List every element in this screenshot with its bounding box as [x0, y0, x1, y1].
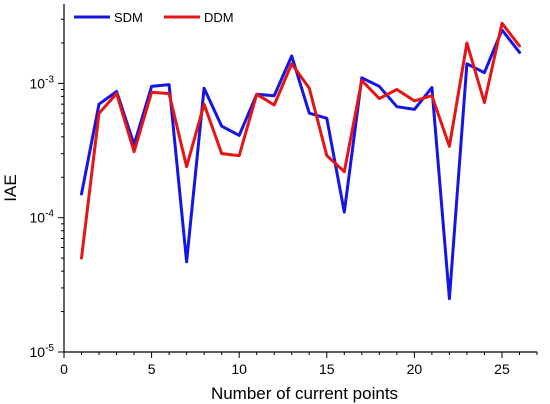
- data-point-sdm: [378, 85, 381, 88]
- data-point-ddm: [378, 97, 381, 100]
- data-point-ddm: [255, 93, 258, 96]
- data-point-sdm: [430, 86, 434, 89]
- data-point-sdm: [237, 134, 241, 137]
- legend: SDM DDM: [74, 10, 234, 25]
- y-axis-title: IAE: [1, 174, 20, 201]
- data-point-ddm: [150, 90, 153, 94]
- data-point-sdm: [413, 108, 416, 111]
- data-point-ddm: [220, 152, 223, 155]
- data-point-sdm: [202, 87, 206, 90]
- data-point-ddm: [343, 170, 346, 173]
- data-point-ddm: [167, 92, 171, 95]
- x-tick-label: 10: [231, 361, 247, 377]
- data-point-sdm: [167, 83, 171, 86]
- data-point-ddm: [273, 103, 276, 107]
- data-point-ddm: [465, 41, 469, 45]
- data-point-sdm: [395, 105, 399, 108]
- data-point-ddm: [308, 87, 311, 90]
- data-point-ddm: [115, 92, 118, 95]
- legend-label-ddm: DDM: [204, 10, 234, 25]
- data-point-ddm: [500, 22, 504, 25]
- data-point-sdm: [97, 102, 101, 106]
- x-axis-title: Number of current points: [211, 384, 398, 403]
- data-point-sdm: [185, 260, 188, 263]
- data-point-sdm: [115, 90, 118, 93]
- data-point-ddm: [483, 101, 486, 104]
- x-tick-label: 25: [494, 361, 510, 377]
- axes-layer: 0 5 10 15 20 25 10-5 10-4 10-3: [30, 4, 538, 377]
- data-point-ddm: [518, 44, 521, 48]
- data-point-ddm: [290, 62, 293, 65]
- data-point-ddm: [448, 145, 451, 148]
- data-point-ddm: [325, 154, 328, 157]
- data-point-sdm: [308, 111, 311, 115]
- data-point-sdm: [80, 192, 83, 196]
- x-tick-label: 5: [148, 361, 156, 377]
- data-point-ddm: [97, 111, 101, 115]
- data-point-sdm: [465, 62, 469, 65]
- series-layer: [80, 21, 521, 301]
- data-point-ddm: [80, 256, 83, 260]
- series-line-sdm: [80, 28, 521, 301]
- data-point-ddm: [360, 79, 364, 82]
- data-point-sdm: [290, 54, 293, 58]
- data-point-ddm: [413, 99, 416, 103]
- data-point-ddm: [185, 165, 188, 168]
- x-tick-label: 20: [407, 361, 423, 377]
- data-point-sdm: [343, 210, 346, 214]
- data-point-sdm: [360, 76, 364, 80]
- data-point-ddm: [395, 88, 399, 91]
- x-tick-label: 0: [60, 361, 68, 377]
- data-point-sdm: [220, 124, 223, 128]
- series-line-ddm: [80, 21, 521, 260]
- data-point-sdm: [448, 297, 451, 300]
- y-tick-label: 10-5: [30, 343, 55, 360]
- data-point-ddm: [237, 154, 241, 157]
- data-point-sdm: [273, 94, 276, 97]
- data-point-sdm: [483, 71, 486, 74]
- x-tick-label: 15: [319, 361, 335, 377]
- legend-label-sdm: SDM: [114, 10, 143, 25]
- y-tick-label: 10-3: [30, 74, 55, 91]
- data-point-sdm: [518, 51, 521, 54]
- y-tick-label: 10-4: [30, 209, 55, 226]
- data-point-ddm: [132, 150, 136, 153]
- data-point-ddm: [202, 102, 206, 106]
- data-point-sdm: [150, 85, 153, 88]
- data-point-sdm: [325, 117, 328, 120]
- data-point-ddm: [430, 94, 434, 97]
